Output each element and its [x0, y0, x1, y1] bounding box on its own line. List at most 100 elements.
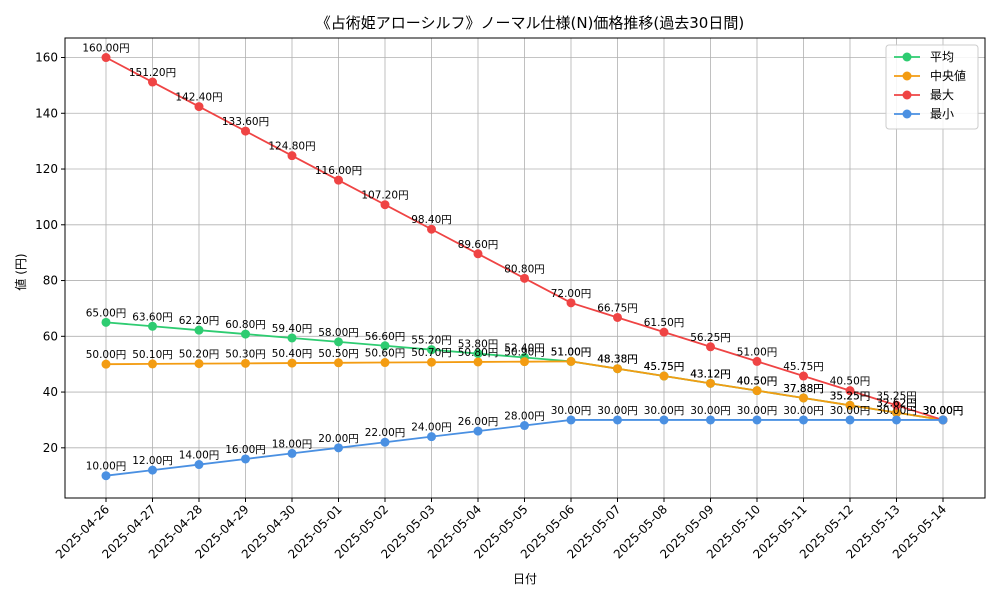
- data-point: [427, 432, 436, 442]
- data-point: [659, 327, 669, 337]
- data-label: 40.50円: [830, 376, 871, 388]
- data-point: [892, 415, 901, 425]
- data-label: 30.00円: [923, 405, 964, 417]
- data-point: [566, 415, 576, 425]
- data-point: [706, 378, 715, 388]
- data-point: [566, 298, 576, 308]
- legend-box: [885, 44, 979, 130]
- x-axis-label: 日付: [513, 572, 537, 586]
- data-label: 151.20円: [129, 67, 176, 79]
- data-label: 30.00円: [644, 405, 685, 417]
- y-tick-label: 60: [43, 329, 58, 343]
- legend-marker: [902, 71, 912, 81]
- data-point: [845, 386, 855, 396]
- data-point: [334, 175, 343, 185]
- data-label: 48.38円: [597, 354, 638, 366]
- data-point: [892, 408, 901, 418]
- data-label: 50.30円: [225, 348, 266, 360]
- data-point: [241, 329, 250, 339]
- series-layer: [101, 53, 948, 481]
- legend-label: 平均: [930, 50, 954, 64]
- data-label: 61.50円: [644, 317, 685, 329]
- data-point: [473, 249, 483, 259]
- y-axis-label: 値 (円): [13, 253, 28, 290]
- data-point: [241, 126, 250, 136]
- data-label: 32.62円: [876, 398, 917, 410]
- data-label: 37.88円: [783, 383, 824, 395]
- data-label: 50.50円: [318, 348, 359, 360]
- data-point: [148, 359, 157, 369]
- data-point: [799, 393, 808, 403]
- data-label: 50.20円: [179, 349, 220, 361]
- data-label: 18.00円: [272, 438, 313, 450]
- y-tick-label: 160: [35, 51, 58, 65]
- data-point: [566, 356, 576, 366]
- chart-title: 《占術姫アローシルフ》ノーマル仕様(N)価格推移(過去30日間): [316, 14, 744, 32]
- data-point: [287, 358, 297, 368]
- data-point: [148, 465, 157, 475]
- data-label: 14.00円: [179, 450, 220, 462]
- data-label: 107.20円: [361, 190, 408, 202]
- data-label: 53.80円: [458, 339, 499, 351]
- data-point: [101, 359, 111, 369]
- data-point: [334, 358, 343, 368]
- data-point: [938, 415, 948, 425]
- data-point: [287, 151, 297, 161]
- data-point: [706, 342, 715, 352]
- data-label: 37.88円: [783, 383, 824, 395]
- data-label: 62.20円: [179, 315, 220, 327]
- data-label: 50.00円: [86, 349, 127, 361]
- data-label: 43.12円: [690, 368, 731, 380]
- data-point: [752, 356, 762, 366]
- data-label: 50.70円: [411, 347, 452, 359]
- data-label: 133.60円: [222, 116, 269, 128]
- data-label: 50.60円: [365, 348, 406, 360]
- data-label: 51.00円: [551, 346, 592, 358]
- data-point: [613, 415, 622, 425]
- data-label: 24.00円: [411, 422, 452, 434]
- data-point: [148, 321, 157, 331]
- data-point: [380, 358, 390, 368]
- data-label: 30.00円: [783, 405, 824, 417]
- data-label: 160.00円: [82, 43, 129, 55]
- data-point: [613, 364, 622, 374]
- data-point: [520, 273, 529, 283]
- data-point: [380, 200, 390, 210]
- y-tick-label: 20: [43, 441, 58, 455]
- data-point: [287, 448, 297, 458]
- data-point: [427, 224, 436, 234]
- data-label: 50.40円: [272, 348, 313, 360]
- data-label: 51.00円: [737, 346, 778, 358]
- data-point: [473, 357, 483, 367]
- data-label: 63.60円: [132, 311, 173, 323]
- data-label: 55.20円: [411, 335, 452, 347]
- data-label: 28.00円: [504, 411, 545, 423]
- y-tick-label: 100: [35, 218, 58, 232]
- data-label: 35.25円: [876, 390, 917, 402]
- data-label: 48.38円: [597, 354, 638, 366]
- data-label: 56.25円: [690, 332, 731, 344]
- data-label: 66.75円: [597, 302, 638, 314]
- data-point: [241, 358, 250, 368]
- data-point: [194, 359, 204, 369]
- data-label: 30.00円: [551, 405, 592, 417]
- data-point: [845, 400, 855, 410]
- data-label: 51.00円: [551, 346, 592, 358]
- data-label: 12.00円: [132, 455, 173, 467]
- data-label: 30.00円: [876, 405, 917, 417]
- legend-label: 最小: [930, 107, 954, 121]
- data-point: [334, 443, 343, 453]
- data-label: 40.50円: [737, 376, 778, 388]
- data-label: 35.25円: [830, 390, 871, 402]
- y-tick-label: 80: [43, 274, 58, 288]
- data-label: 89.60円: [458, 239, 499, 251]
- data-point: [334, 337, 343, 347]
- data-label: 59.40円: [272, 323, 313, 335]
- data-label: 30.00円: [923, 405, 964, 417]
- data-label: 30.00円: [923, 405, 964, 417]
- data-point: [473, 349, 483, 359]
- data-label: 50.10円: [132, 349, 173, 361]
- data-labels: 65.00円 63.60円 62.20円 60.80円 59.40円 58.00円 56.6…: [82, 43, 963, 473]
